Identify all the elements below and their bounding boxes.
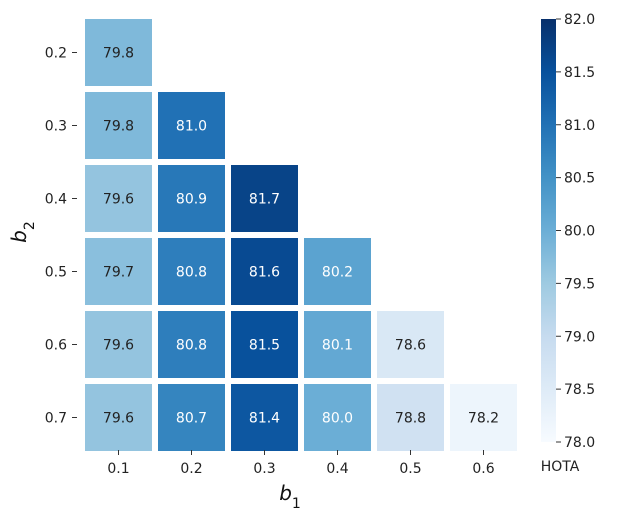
heatmap-cell [304,311,371,378]
cell-value-label: 80.8 [176,265,207,281]
colorbar-tick-label: 79.5 [564,276,595,292]
x-tick-label: 0.4 [326,461,348,477]
heatmap-cell [85,311,152,378]
cell-value-label: 81.7 [249,192,280,208]
heatmap-cell [231,165,298,232]
heatmap-cell [377,384,444,451]
colorbar-tick-label: 80.0 [564,224,595,240]
heatmap-cell [158,92,225,159]
heatmap-cell [231,238,298,305]
heatmap-cell [450,384,517,451]
colorbar-tick-label: 78.5 [564,382,595,398]
heatmap-cell [231,384,298,451]
x-tick-label: 0.1 [107,461,129,477]
x-axis-ticks: 0.1 0.2 0.3 0.4 0.5 0.6 [107,450,495,477]
y-axis-ticks: 0.2 0.3 0.4 0.5 0.6 0.7 [45,46,77,427]
heatmap-cell [377,311,444,378]
colorbar-tick-label: 81.5 [564,65,595,81]
heatmap-cell [85,165,152,232]
heatmap-cell [158,165,225,232]
colorbar-tick-label: 82.0 [564,12,595,28]
heatmap-cell [231,311,298,378]
cell-value-label: 80.8 [176,338,207,354]
x-axis-title: b1 [279,481,301,512]
y-tick-label: 0.4 [45,192,67,208]
x-tick-label: 0.5 [399,461,421,477]
heatmap-cell [304,238,371,305]
cell-value-label: 81.5 [249,338,280,354]
cell-value-label: 79.6 [103,338,134,354]
heatmap-cell [85,19,152,86]
heatmap-cell [304,384,371,451]
y-tick-label: 0.3 [45,119,67,135]
colorbar-label: HOTA [541,459,580,475]
cell-value-label: 79.6 [103,192,134,208]
cell-value-label: 79.8 [103,119,134,135]
colorbar [541,19,556,442]
x-tick-label: 0.6 [472,461,494,477]
y-tick-label: 0.6 [45,338,67,354]
colorbar-tick-label: 79.0 [564,329,595,345]
heatmap-cell [158,238,225,305]
colorbar-tick-label: 80.5 [564,171,595,187]
cell-value-label: 78.2 [468,411,499,427]
y-tick-label: 0.7 [45,411,67,427]
cell-value-label: 79.6 [103,411,134,427]
heatmap-cell [85,384,152,451]
cell-value-label: 81.6 [249,265,280,281]
x-tick-label: 0.2 [180,461,202,477]
cell-value-label: 78.6 [395,338,426,354]
cell-value-label: 80.0 [322,411,353,427]
cell-value-label: 80.7 [176,411,207,427]
cell-value-label: 80.2 [322,265,353,281]
x-tick-label: 0.3 [253,461,275,477]
y-tick-label: 0.5 [45,265,67,281]
colorbar-tick-label: 81.0 [564,118,595,134]
cell-value-label: 79.8 [103,46,134,62]
colorbar-ticks: 78.0 78.5 79.0 79.5 80.0 80.5 81.0 81.5 82.0 [556,12,595,451]
heatmap-cell [158,384,225,451]
cell-value-label: 81.0 [176,119,207,135]
cell-value-label: 78.8 [395,411,426,427]
colorbar-tick-label: 78.0 [564,435,595,451]
y-axis-title: b2 [7,221,38,243]
cell-value-label: 80.9 [176,192,207,208]
cell-value-label: 80.1 [322,338,353,354]
heatmap-cell [85,92,152,159]
cell-value-label: 81.4 [249,411,280,427]
heatmap-cell [158,311,225,378]
cell-value-label: 79.7 [103,265,134,281]
heatmap-cells: 79.8 79.8 81.0 79.6 80.9 81.7 79.7 80.8 81.6 80.2… [85,19,517,451]
heatmap-cell [85,238,152,305]
y-tick-label: 0.2 [45,46,67,62]
